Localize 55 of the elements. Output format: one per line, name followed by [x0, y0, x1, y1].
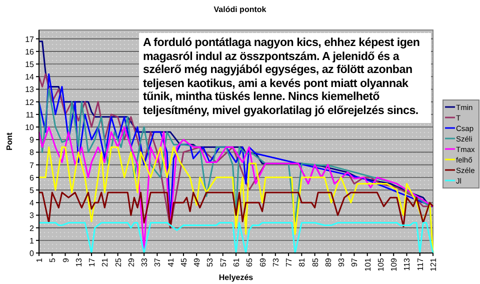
x-tick-label: 45	[179, 257, 188, 267]
y-tick-label: 5	[30, 186, 35, 196]
x-tick-label: 41	[166, 257, 176, 267]
x-tick-label: 37	[153, 257, 162, 267]
x-tick-label: 89	[324, 257, 333, 267]
x-axis-title: Helyezés	[218, 273, 254, 282]
x-tick-label: 1	[35, 257, 44, 262]
y-tick-label: 0	[30, 249, 35, 258]
y-tick-label: 13	[25, 85, 35, 94]
x-tick-label: 117	[416, 257, 425, 271]
x-tick-label: 49	[192, 257, 202, 267]
x-tick-label: 17	[88, 257, 97, 267]
x-tick-label: 65	[245, 257, 254, 267]
x-tick-label: 53	[206, 257, 215, 267]
x-tick-label: 33	[140, 257, 150, 267]
x-tick-label: 97	[350, 257, 360, 267]
chart-title: Valódi pontok	[214, 5, 267, 14]
y-tick-label: 10	[25, 123, 35, 132]
y-tick-label: 6	[30, 173, 35, 182]
y-tick-label: 12	[25, 98, 35, 107]
x-tick-label: 21	[100, 257, 110, 267]
x-tick-label: 29	[126, 257, 136, 267]
x-tick-label: 85	[310, 257, 320, 267]
x-tick-label: 61	[232, 257, 241, 267]
x-tick-label: 25	[114, 257, 123, 267]
y-tick-label: 15	[25, 60, 35, 70]
y-tick-label: 2	[30, 224, 35, 233]
x-tick-label: 101	[363, 257, 372, 272]
x-tick-label: 73	[271, 257, 280, 267]
y-tick-label: 4	[30, 198, 35, 208]
x-tick-label: 13	[74, 257, 84, 267]
x-tick-label: 81	[298, 257, 307, 267]
x-tick-label: 57	[218, 257, 228, 267]
y-tick-label: 11	[26, 110, 35, 120]
line-series	[38, 192, 434, 229]
x-tick-label: 121	[429, 257, 438, 272]
y-tick-label: 16	[25, 47, 35, 56]
y-tick-label: 7	[30, 160, 35, 170]
x-tick-label: 113	[402, 257, 412, 271]
x-tick-label: 109	[390, 257, 399, 272]
x-tick-label: 93	[337, 257, 346, 267]
y-tick-label: 8	[30, 148, 35, 158]
x-tick-label: 9	[61, 257, 70, 262]
y-axis-title: Pont	[5, 132, 14, 150]
x-tick-label: 77	[284, 257, 294, 267]
x-tick-label: 5	[48, 257, 58, 262]
annotation: A forduló pontátlaga nagyon kics, ehhez képest igen magasról indul az összpontszám. A jelenidő és a szélerő még nagyjából egységes, az fölött azonban teljesen kaotikus, ami a kevés pont miatt olyannak tűnik, mintha tüskés lenne. Nincs kiemelhető teljesítmény, mivel gyakorlatilag jó előrejelzés sincs.	[139, 33, 431, 123]
y-tick-label: 1	[30, 236, 35, 246]
y-tick-label: 3	[30, 211, 35, 220]
y-tick-label: 17	[25, 34, 35, 44]
y-tick-label: 9	[30, 136, 35, 145]
x-tick-label: 69	[258, 257, 268, 267]
x-tick-label: 105	[376, 257, 386, 272]
y-tick-label: 14	[25, 72, 35, 82]
line-series	[38, 126, 434, 250]
